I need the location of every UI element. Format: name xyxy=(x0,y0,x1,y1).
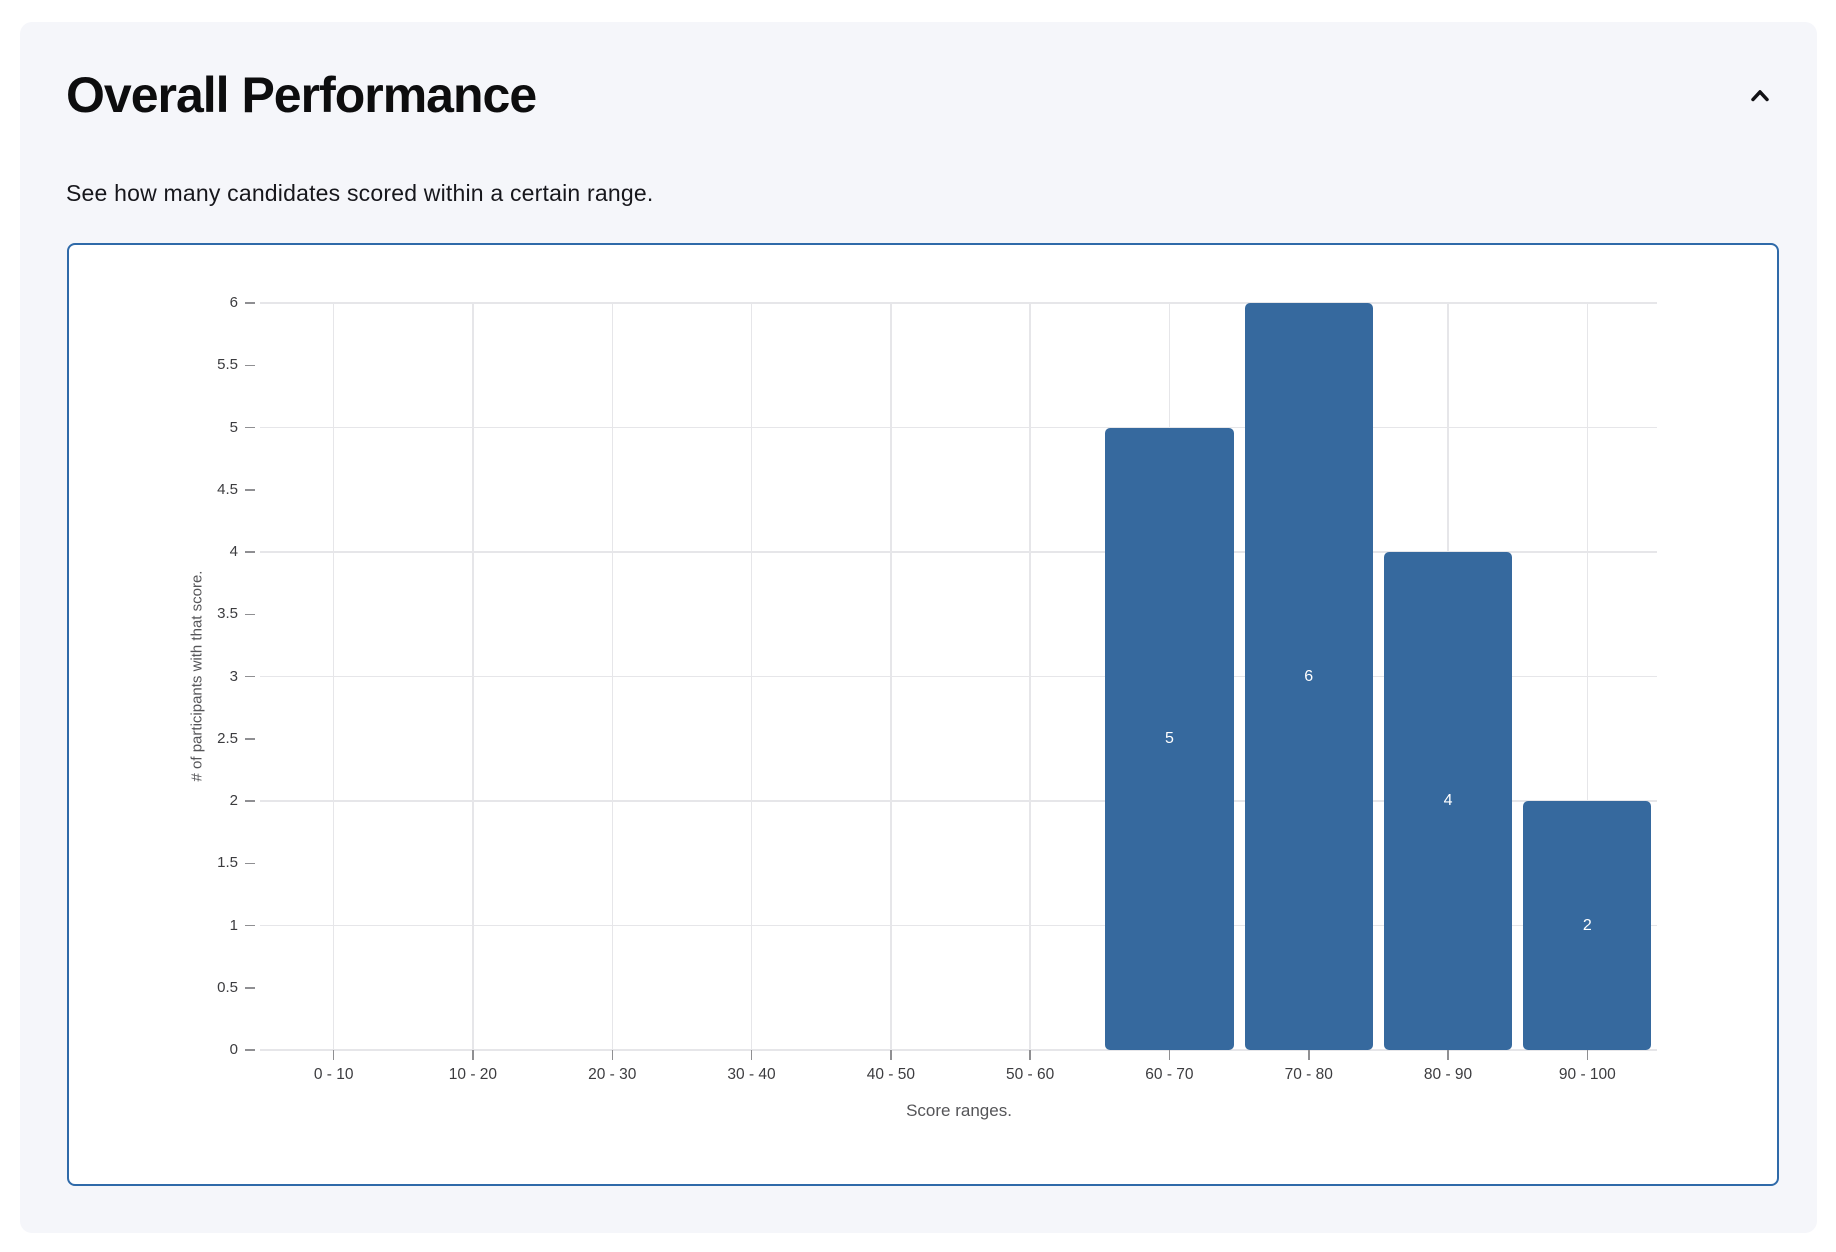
x-axis-tick xyxy=(472,1050,474,1060)
y-axis-tick-label: 2 xyxy=(229,792,238,809)
x-axis-tick xyxy=(750,1050,753,1060)
y-axis-tick xyxy=(245,426,255,429)
y-axis-tick-label: 5 xyxy=(229,418,238,436)
v-gridline xyxy=(332,303,335,1050)
x-axis-tick xyxy=(1586,1050,1589,1060)
v-gridline xyxy=(890,303,892,1050)
y-axis-tick xyxy=(245,551,255,553)
x-axis-tick xyxy=(1168,1050,1171,1060)
score-distribution-bar-chart: # of participants with that score. Score… xyxy=(67,243,1779,1186)
y-axis-tick xyxy=(245,800,255,802)
y-axis-tick xyxy=(245,738,255,740)
bar-80-90: 4 xyxy=(1383,552,1513,1050)
y-axis-tick-label: 4 xyxy=(229,543,238,560)
y-axis-tick xyxy=(245,489,255,491)
x-axis-tick xyxy=(332,1050,335,1060)
v-gridline xyxy=(750,303,753,1050)
y-axis-tick xyxy=(245,862,255,864)
v-gridline xyxy=(1029,303,1031,1050)
x-axis-tick-label: 30 - 40 xyxy=(727,1066,776,1083)
y-axis-tick xyxy=(245,675,255,678)
x-axis-tick-label: 10 - 20 xyxy=(448,1066,498,1083)
y-axis-tick xyxy=(245,924,255,927)
v-gridline xyxy=(1586,303,1589,1050)
h-gridline xyxy=(260,1049,1657,1051)
h-gridline xyxy=(260,302,1657,304)
y-axis-tick xyxy=(245,364,255,366)
bar-70-80: 6 xyxy=(1244,303,1373,1050)
h-gridline xyxy=(260,800,1657,802)
x-axis-tick-label: 80 - 90 xyxy=(1423,1066,1473,1083)
x-axis-tick-label: 40 - 50 xyxy=(866,1066,915,1083)
y-axis-tick xyxy=(245,613,255,615)
v-gridline xyxy=(472,303,474,1050)
y-axis-tick xyxy=(245,1049,255,1051)
x-axis-tick-label: 20 - 30 xyxy=(588,1066,637,1083)
y-axis-tick-label: 1 xyxy=(229,916,238,934)
h-gridline xyxy=(260,924,1657,927)
x-axis-tick xyxy=(611,1050,613,1060)
x-axis-tick-label: 60 - 70 xyxy=(1145,1066,1194,1083)
h-gridline xyxy=(260,675,1657,678)
y-axis-tick xyxy=(245,987,255,989)
card-subtitle: See how many candidates scored within a … xyxy=(66,180,654,206)
x-axis-tick xyxy=(1029,1050,1031,1060)
y-axis-tick-label: 5.5 xyxy=(217,356,238,374)
y-axis-tick-label: 0.5 xyxy=(217,978,238,996)
overall-performance-card: Overall Performance See how many candida… xyxy=(20,22,1817,1233)
bar-value-label: 5 xyxy=(1164,729,1174,747)
x-axis-tick xyxy=(1308,1050,1310,1060)
x-axis-tick xyxy=(1447,1050,1449,1060)
bar-value-label: 4 xyxy=(1443,792,1453,809)
bar-value-label: 2 xyxy=(1582,916,1592,934)
x-axis-tick-label: 90 - 100 xyxy=(1558,1066,1616,1083)
y-axis-tick xyxy=(245,302,255,304)
page-title: Overall Performance xyxy=(66,67,537,123)
x-axis-tick-label: 70 - 80 xyxy=(1284,1066,1333,1083)
x-axis-tick-label: 0 - 10 xyxy=(313,1066,354,1083)
collapse-section-button[interactable] xyxy=(1738,74,1782,118)
y-axis-tick-label: 2.5 xyxy=(217,729,238,747)
y-axis-tick-label: 4.5 xyxy=(217,480,238,498)
bar-90-100: 2 xyxy=(1523,801,1652,1050)
h-gridline xyxy=(260,551,1657,553)
v-gridline xyxy=(611,303,613,1050)
bar-value-label: 6 xyxy=(1304,667,1314,685)
x-axis-label: Score ranges. xyxy=(906,1101,1012,1120)
chevron-up-icon xyxy=(1746,82,1774,110)
y-axis-tick-label: 6 xyxy=(229,294,238,311)
y-axis-tick-label: 1.5 xyxy=(217,854,238,872)
h-gridline xyxy=(260,426,1657,429)
bar-60-70: 5 xyxy=(1105,427,1234,1050)
y-axis-tick-label: 3 xyxy=(229,667,238,685)
y-axis-tick-label: 0 xyxy=(229,1041,238,1058)
x-axis-tick-label: 50 - 60 xyxy=(1006,1066,1055,1083)
y-axis-tick-label: 3.5 xyxy=(217,605,238,623)
x-axis-tick xyxy=(890,1050,892,1060)
